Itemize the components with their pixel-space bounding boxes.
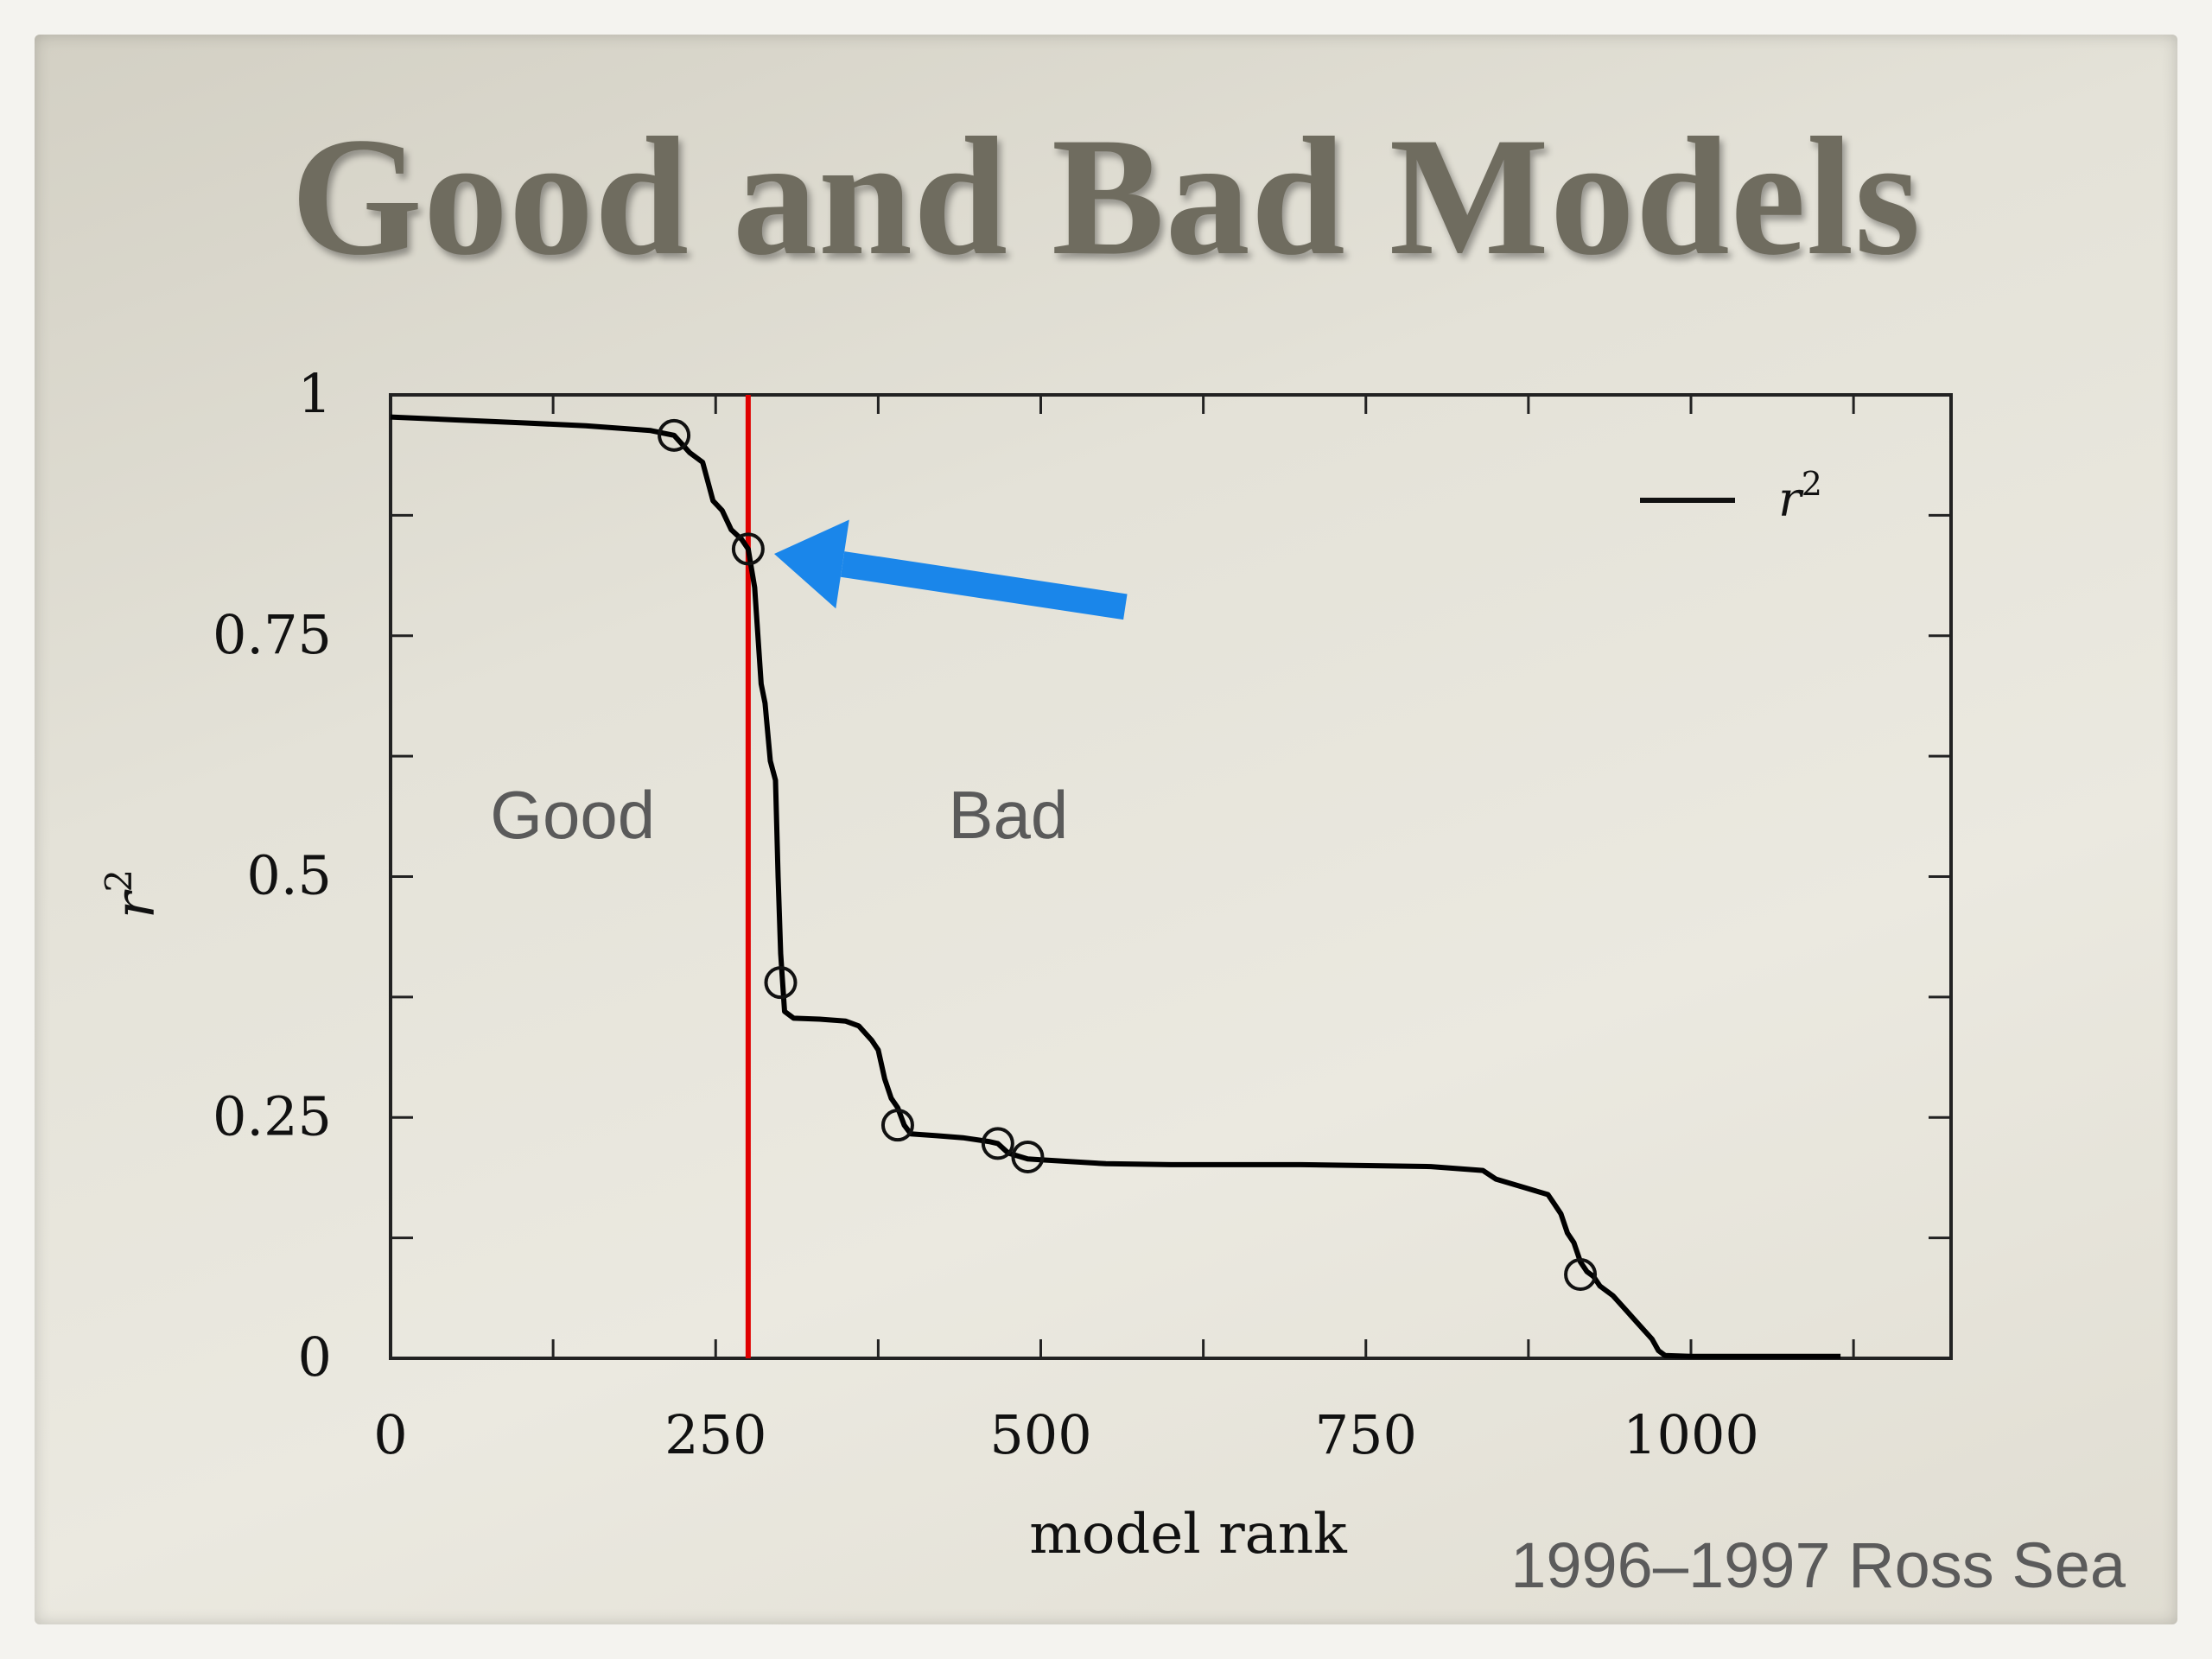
y-tick-label: 1 [298,362,332,425]
data-point-marker [658,418,691,452]
y-axis-label: r2 [98,869,168,918]
x-tick-label: 250 [664,1403,766,1466]
plot-frame [389,393,1953,1360]
x-axis-label: model rank [1029,1503,1348,1567]
data-point-marker [1564,1257,1598,1291]
annotation-bad: Bad [948,777,1068,853]
slide-title: Good and Bad Models [290,103,1922,290]
y-tick-label: 0.75 [213,603,332,666]
arrow-shaft [840,551,1128,620]
legend-label: r2 [1778,465,1822,528]
x-tick-label: 1000 [1623,1403,1759,1466]
y-tick-label: 0.5 [246,844,332,907]
y-tick-label: 0.25 [213,1084,332,1147]
data-point-marker [1011,1140,1045,1173]
data-point-marker [764,966,798,1000]
data-point-marker [981,1127,1014,1160]
caption: 1996–1997 Ross Sea [1510,1529,2126,1601]
x-tick-label: 500 [989,1403,1091,1466]
series-line-r2 [390,414,1841,1359]
arrow-head-icon [774,519,849,609]
data-point-marker [731,532,765,566]
x-tick-label: 0 [373,1403,407,1466]
x-tick-label: 750 [1315,1403,1417,1466]
annotation-good: Good [490,777,655,853]
y-tick-label: 0 [298,1325,332,1389]
data-point-marker [880,1109,914,1142]
